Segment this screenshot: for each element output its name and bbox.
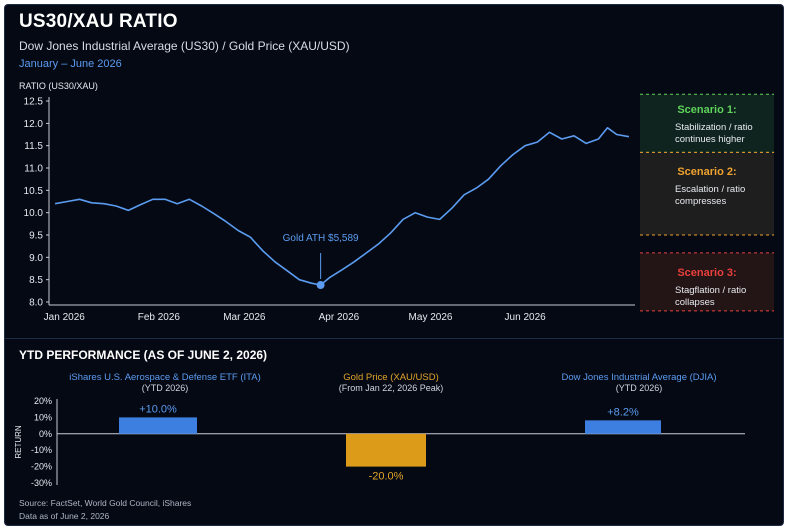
- bar-1: [346, 433, 426, 467]
- scenario-2-title: Scenario 2:: [677, 166, 737, 179]
- scenario-region: [640, 252, 774, 311]
- perf-ita-note: (YTD 2026): [141, 383, 189, 393]
- y-tick-label: 10.5: [24, 186, 44, 197]
- annotation-marker: [316, 281, 325, 290]
- perf-ita-title: iShares U.S. Aerospace & Defense ETF (IT…: [69, 372, 261, 383]
- page-subtitle: Dow Jones Industrial Average (US30) / Go…: [19, 39, 350, 53]
- perf-col-gold: Gold Price (XAU/USD) (From Jan 22, 2026 …: [281, 372, 501, 393]
- scenario-region: [640, 152, 774, 235]
- bar-y-tick-label: -20%: [31, 462, 52, 472]
- perf-djia-title: Dow Jones Industrial Average (DJIA): [561, 372, 717, 383]
- ratio-series-line: [54, 127, 630, 286]
- x-tick-label: Feb 2026: [138, 312, 181, 323]
- x-tick-label: Jun 2026: [505, 312, 547, 323]
- bar-y-tick-label: -30%: [31, 478, 52, 488]
- scenario-2-box: Scenario 2: Escalation / ratio compresse…: [640, 152, 774, 235]
- perf-section-title: YTD PERFORMANCE (AS OF JUNE 2, 2026): [19, 348, 268, 362]
- scenario-3-desc: Stagflation / ratio collapses: [675, 284, 747, 308]
- scenario-1-box: Scenario 1: Stabilization / ratio contin…: [640, 94, 774, 152]
- section-divider: [5, 338, 783, 339]
- perf-bar-chart: 20% 10% 0% -10% -20% -30% RETURN +10.0% -20.0% +8…: [14, 396, 745, 488]
- x-tick-label: Jan 2026: [44, 312, 86, 323]
- y-tick-label: 11.5: [24, 141, 43, 152]
- y-tick-label: 9.5: [29, 231, 43, 242]
- y-tick-label: 8.5: [29, 275, 43, 286]
- chart-panel: US30/XAU RATIO Dow Jones Industrial Aver…: [4, 4, 784, 526]
- ratio-line-chart: 12.5 12.0 11.5 11.0 10.5 10.0 9.5 9.0 8.5 8.0Jan …: [24, 93, 774, 323]
- x-tick-label: Mar 2026: [223, 312, 266, 323]
- x-tick-label: Apr 2026: [319, 312, 360, 323]
- scenario-1-desc: Stabilization / ratio continues higher: [675, 122, 753, 146]
- bar-y-axis-title: RETURN: [14, 425, 23, 459]
- scenario-3-title: Scenario 3:: [677, 266, 737, 279]
- y-tick-label: 9.0: [29, 253, 43, 264]
- scenario-3-box: Scenario 3: Stagflation / ratio collapse…: [640, 253, 774, 311]
- y-tick-label: 10.0: [24, 208, 44, 219]
- annotation-label: Gold ATH $5,589: [283, 233, 359, 244]
- bar-value-label: +8.2%: [607, 406, 639, 418]
- date-range: January – June 2026: [19, 58, 122, 70]
- y-tick-label: 12.0: [24, 119, 44, 130]
- perf-col-djia: Dow Jones Industrial Average (DJIA) (YTD…: [519, 372, 759, 393]
- perf-gold-title: Gold Price (XAU/USD): [343, 372, 439, 383]
- perf-gold-note: (From Jan 22, 2026 Peak): [338, 383, 444, 393]
- as-of-note: Data as of June 2, 2026: [19, 511, 110, 521]
- bar-y-tick-label: 0%: [39, 429, 52, 439]
- y-tick-label: 12.5: [24, 97, 44, 108]
- perf-djia-note: (YTD 2026): [615, 383, 663, 393]
- bar-y-tick-label: 10%: [34, 412, 52, 422]
- scenario-1-title: Scenario 1:: [677, 104, 737, 117]
- y-tick-label: 11.0: [24, 164, 43, 175]
- source-note: Source: FactSet, World Gold Council, iSh…: [19, 498, 192, 508]
- bar-2: [585, 420, 661, 434]
- bar-y-tick-label: 20%: [34, 396, 52, 406]
- y-tick-label: 8.0: [29, 298, 43, 309]
- page-title: US30/XAU RATIO: [19, 11, 178, 32]
- x-tick-label: May 2026: [409, 312, 453, 323]
- bar-y-tick-label: -10%: [31, 445, 52, 455]
- perf-col-ita: iShares U.S. Aerospace & Defense ETF (IT…: [45, 372, 285, 393]
- scenario-region: [640, 94, 774, 153]
- bar-0: [119, 417, 197, 434]
- scenario-2-desc: Escalation / ratio compresses: [675, 184, 746, 208]
- bar-value-label: -20.0%: [369, 471, 404, 483]
- y-axis-label: RATIO (US30/XAU): [19, 81, 98, 91]
- bar-value-label: +10.0%: [139, 403, 177, 415]
